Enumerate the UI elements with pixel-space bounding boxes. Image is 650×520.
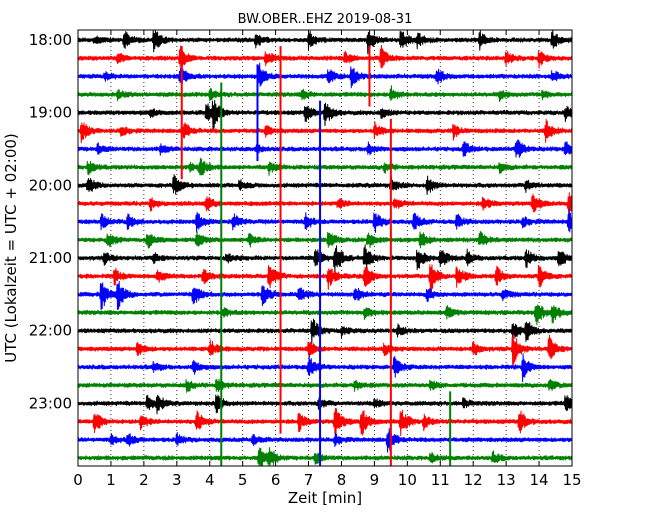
vertical-grid [110, 30, 540, 466]
trace-1915 [77, 119, 573, 144]
seismic-spikes [180, 46, 452, 466]
trace-2045 [77, 230, 573, 249]
x-tick-label: 3 [172, 471, 182, 489]
y-tick-label: 21:00 [29, 249, 72, 267]
trace-1830 [77, 62, 573, 89]
x-tick-label: 5 [238, 471, 248, 489]
x-tick-label: 11 [431, 471, 450, 489]
trace-2130 [77, 280, 573, 311]
seismic-traces [77, 29, 573, 467]
trace-2315 [77, 407, 573, 437]
y-tick-label: 18:00 [29, 31, 72, 49]
y-axis-ticks: 18:00 19:00 20:00 21:00 22:00 23:00 [29, 31, 572, 412]
y-tick-label: 20:00 [29, 176, 72, 194]
trace-1945 [77, 157, 573, 176]
trace-1930 [77, 139, 573, 158]
trace-2200 [77, 318, 573, 345]
trace-1845 [77, 85, 573, 103]
trace-2145 [77, 304, 573, 326]
trace-2000 [77, 174, 573, 195]
x-tick-label: 10 [398, 471, 417, 489]
trace-2230 [77, 353, 573, 383]
trace-2245 [77, 378, 573, 393]
trace-2015 [77, 192, 573, 217]
x-tick-label: 1 [106, 471, 116, 489]
trace-2030 [77, 209, 573, 233]
x-tick-label: 8 [337, 471, 347, 489]
trace-2345 [77, 447, 573, 467]
y-axis-label: UTC (Lokalzeit = UTC + 02:00) [2, 133, 20, 363]
chart-title: BW.OBER..EHZ 2019-08-31 [238, 12, 413, 27]
x-tick-label: 9 [370, 471, 380, 489]
trace-2330 [77, 427, 573, 453]
x-tick-label: 13 [497, 471, 516, 489]
y-tick-label: 19:00 [29, 104, 72, 122]
trace-2115 [77, 264, 573, 292]
trace-1815 [77, 45, 573, 69]
trace-2300 [77, 394, 573, 415]
x-tick-label: 6 [271, 471, 281, 489]
plot-area [78, 30, 572, 466]
x-tick-label: 2 [139, 471, 149, 489]
y-tick-label: 22:00 [29, 322, 72, 340]
trace-2100 [77, 244, 573, 273]
x-axis-ticks: 0 1 2 3 4 5 6 7 8 9 10 11 12 13 14 15 [73, 30, 582, 489]
plot-border [77, 29, 573, 467]
x-tick-label: 4 [205, 471, 215, 489]
trace-1800 [77, 29, 573, 55]
x-tick-label: 15 [562, 471, 581, 489]
x-axis-label: Zeit [min] [288, 489, 362, 507]
x-tick-label: 12 [464, 471, 483, 489]
x-tick-label: 0 [73, 471, 83, 489]
x-tick-label: 14 [530, 471, 549, 489]
trace-2215 [77, 333, 573, 366]
trace-1900 [77, 99, 573, 132]
y-tick-label: 23:00 [29, 394, 72, 412]
x-tick-label: 7 [304, 471, 314, 489]
